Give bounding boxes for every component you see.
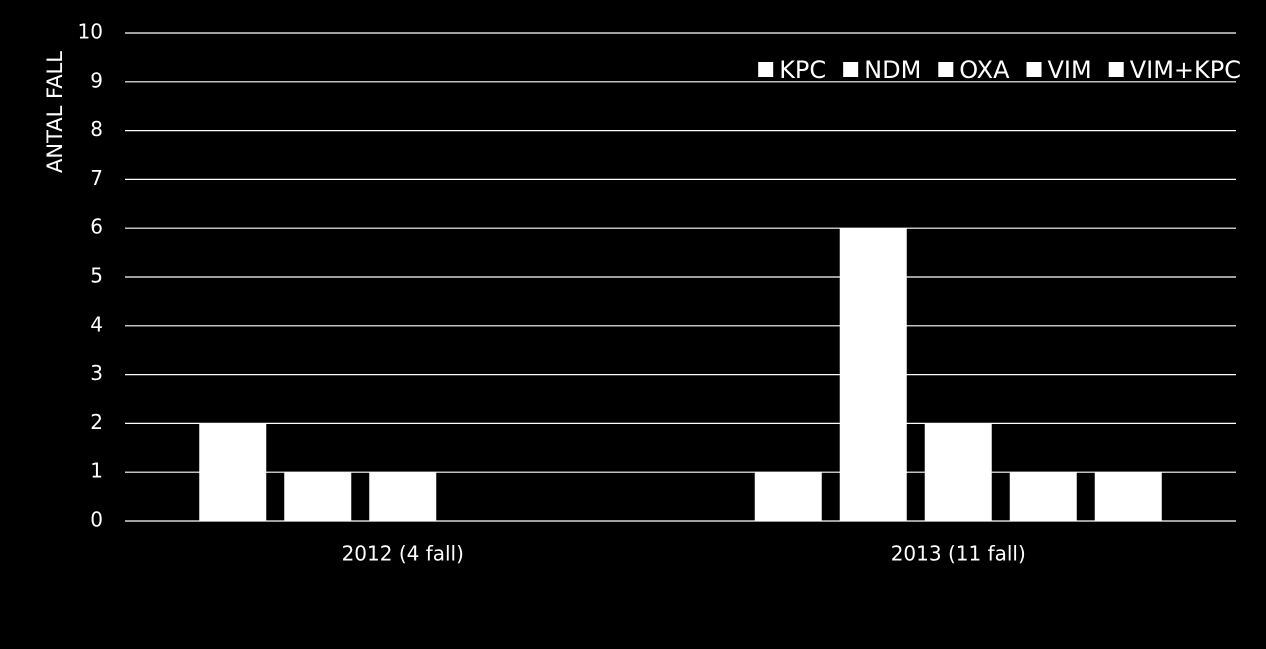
y-tick-label: 5: [90, 264, 103, 288]
bar: [1094, 472, 1162, 521]
legend-label: NDM: [864, 56, 921, 84]
y-tick-label: 10: [78, 20, 103, 44]
bar: [754, 472, 822, 521]
legend-swatch: [938, 62, 954, 77]
legend-label: OXA: [959, 56, 1010, 84]
bar: [839, 228, 907, 521]
legend-swatch: [758, 62, 774, 77]
x-tick-label: 2012 (4 fall): [342, 542, 464, 566]
legend-label: VIM: [1048, 56, 1092, 84]
y-tick-label: 1: [90, 459, 103, 483]
bar: [1009, 472, 1077, 521]
y-tick-label: 2: [90, 410, 103, 434]
y-tick-label: 0: [90, 508, 103, 532]
y-tick-label: 3: [90, 361, 103, 385]
y-tick-label: 7: [90, 166, 103, 190]
bar: [369, 472, 437, 521]
legend-swatch: [843, 62, 859, 77]
bar: [284, 472, 352, 521]
y-tick-label: 8: [90, 117, 103, 141]
y-tick-label: 4: [90, 312, 103, 336]
legend-label: KPC: [779, 56, 826, 84]
y-axis-label: ANTAL FALL: [43, 51, 67, 173]
y-tick-label: 6: [90, 215, 103, 239]
legend-swatch: [1108, 62, 1124, 77]
legend-swatch: [1026, 62, 1042, 77]
x-tick-label: 2013 (11 fall): [891, 542, 1026, 566]
bar: [924, 423, 992, 521]
bar: [199, 423, 267, 521]
y-tick-label: 9: [90, 68, 103, 92]
legend-label: VIM+KPC: [1130, 56, 1241, 84]
